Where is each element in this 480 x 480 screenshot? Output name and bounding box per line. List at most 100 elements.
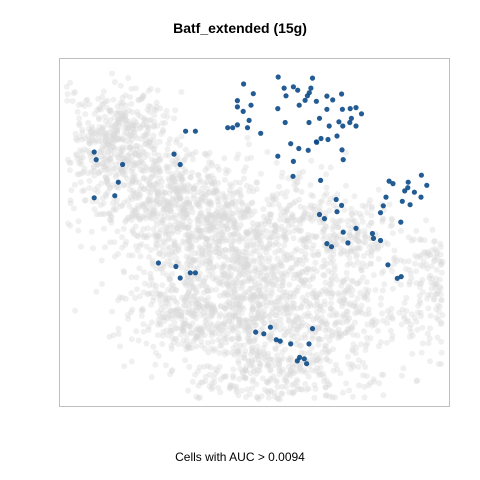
background-point xyxy=(276,309,283,316)
background-point xyxy=(195,333,202,339)
background-point xyxy=(124,312,131,319)
background-point xyxy=(206,213,213,220)
background-point xyxy=(310,294,317,301)
background-point xyxy=(135,153,142,159)
background-point xyxy=(313,315,320,322)
background-point xyxy=(378,295,384,302)
background-point xyxy=(224,200,231,207)
background-point xyxy=(146,282,153,289)
background-point xyxy=(346,232,353,239)
background-point xyxy=(282,346,289,353)
background-point xyxy=(257,283,264,290)
background-point xyxy=(253,297,260,304)
background-point xyxy=(158,178,165,185)
background-point xyxy=(107,239,114,246)
background-point xyxy=(293,313,300,320)
highlighted-point xyxy=(333,196,339,203)
background-point xyxy=(201,332,208,339)
background-point xyxy=(310,290,317,297)
background-point xyxy=(255,231,262,238)
background-point xyxy=(300,238,307,244)
background-point xyxy=(199,197,205,204)
background-point xyxy=(334,366,341,373)
highlighted-point xyxy=(309,75,316,81)
background-point xyxy=(260,315,267,321)
background-point xyxy=(332,272,339,279)
background-point xyxy=(144,225,151,232)
background-point xyxy=(338,282,345,289)
background-point xyxy=(128,358,135,365)
background-point xyxy=(235,360,242,367)
background-point xyxy=(367,335,374,342)
background-point xyxy=(237,365,244,372)
background-point xyxy=(102,150,109,157)
background-point xyxy=(187,247,194,254)
background-point xyxy=(221,320,228,327)
background-point xyxy=(69,98,76,105)
background-point xyxy=(287,368,294,374)
background-point xyxy=(202,373,209,380)
background-point xyxy=(180,157,187,164)
background-point xyxy=(168,327,175,334)
background-point xyxy=(202,194,209,201)
background-point xyxy=(86,185,93,192)
background-point xyxy=(170,286,176,293)
background-point xyxy=(178,264,185,271)
background-point xyxy=(347,246,354,253)
background-point xyxy=(367,380,374,386)
background-point xyxy=(389,314,395,321)
background-point xyxy=(414,254,421,261)
background-point xyxy=(117,343,123,350)
background-point xyxy=(128,212,135,219)
background-point xyxy=(185,387,192,394)
background-point xyxy=(163,251,170,258)
background-point xyxy=(164,168,171,175)
background-point xyxy=(166,312,173,319)
background-point xyxy=(107,184,113,191)
background-point xyxy=(290,318,297,325)
background-point xyxy=(342,314,349,321)
background-point xyxy=(115,116,122,122)
highlighted-point xyxy=(340,229,346,235)
background-point xyxy=(122,117,128,124)
background-point xyxy=(248,311,255,318)
background-point xyxy=(279,282,286,289)
background-point xyxy=(187,262,194,269)
background-point xyxy=(118,115,125,121)
background-point xyxy=(258,393,265,400)
background-point xyxy=(123,117,130,124)
background-point xyxy=(106,216,113,223)
background-point xyxy=(370,272,377,279)
background-point xyxy=(186,302,193,309)
background-point xyxy=(199,194,206,200)
background-point xyxy=(143,207,150,214)
background-point xyxy=(366,244,373,251)
background-point xyxy=(235,330,242,337)
background-point xyxy=(208,172,215,179)
background-point xyxy=(295,270,302,277)
background-point xyxy=(357,289,364,296)
background-point xyxy=(340,295,347,302)
background-point xyxy=(265,350,272,357)
highlighted-point xyxy=(370,235,377,241)
background-point xyxy=(183,297,190,304)
background-point xyxy=(418,349,425,356)
background-point xyxy=(195,227,202,234)
background-point xyxy=(358,267,365,274)
background-point xyxy=(420,258,427,265)
background-point xyxy=(186,262,193,269)
background-point xyxy=(328,332,335,339)
background-point xyxy=(209,304,216,311)
background-point xyxy=(186,322,192,329)
background-point xyxy=(343,380,350,387)
background-point xyxy=(236,306,243,313)
background-point xyxy=(230,210,236,217)
background-point xyxy=(427,358,434,365)
background-point xyxy=(97,148,104,155)
background-point xyxy=(103,162,110,169)
background-point xyxy=(205,228,212,235)
background-point xyxy=(304,210,311,217)
background-point xyxy=(128,274,135,281)
background-point xyxy=(109,136,115,143)
background-point xyxy=(371,316,377,323)
